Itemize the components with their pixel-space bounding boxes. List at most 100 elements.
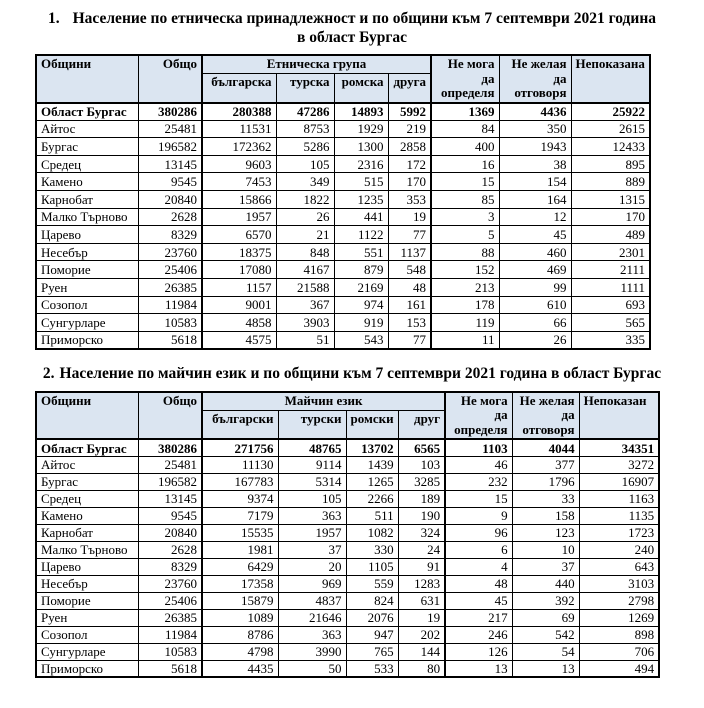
value-cell: 172 <box>387 154 432 174</box>
municipality-cell: Айтос <box>35 119 139 139</box>
municipality-cell: Царево <box>35 225 139 244</box>
header-municipalities: Общини <box>35 391 139 440</box>
value-cell: 2798 <box>578 591 660 610</box>
header-turkish: турски <box>277 409 347 440</box>
table1-title-text: Население по етническа принадлежност и п… <box>72 10 656 27</box>
value-cell: 119 <box>430 313 500 332</box>
value-cell: 48 <box>387 277 432 297</box>
header-mother-tongue: Майчин език <box>200 391 447 411</box>
table-row: Бургас 196582 172362 5286 1300 2858 400 1943 124… <box>35 137 651 156</box>
value-cell: 6570 <box>201 225 277 244</box>
value-cell: 9545 <box>137 172 203 191</box>
municipality-cell: Приморско <box>35 330 139 350</box>
value-cell: 1269 <box>578 608 660 627</box>
value-cell: 123 <box>511 523 580 542</box>
municipality-cell: Приморско <box>35 659 139 678</box>
value-cell: 2628 <box>137 207 203 227</box>
value-cell: 1981 <box>201 540 279 559</box>
value-cell: 551 <box>333 242 389 262</box>
value-cell: 20840 <box>137 523 203 542</box>
value-cell: 440 <box>511 574 580 593</box>
value-cell: 559 <box>345 574 399 593</box>
header-roma: ромски <box>345 409 399 440</box>
municipality-cell: Карнобат <box>35 523 139 542</box>
value-cell: 153 <box>387 313 432 332</box>
value-cell: 4 <box>444 557 513 576</box>
value-cell: 824 <box>345 591 399 610</box>
value-cell: 4167 <box>275 260 335 279</box>
mother-tongue-table: Общини Общо Майчин език Не мога да опред… <box>35 390 661 679</box>
value-cell: 280388 <box>201 102 277 121</box>
value-cell: 3272 <box>578 455 660 474</box>
value-cell: 350 <box>498 119 572 139</box>
value-cell: 5314 <box>277 472 347 491</box>
municipality-cell: Созопол <box>35 295 139 315</box>
value-cell: 643 <box>578 557 660 576</box>
value-cell: 154 <box>498 172 572 191</box>
municipality-cell: Несебър <box>35 574 139 593</box>
value-cell: 3103 <box>578 574 660 593</box>
table-row: Средец 13145 9603 105 2316 172 16 38 895 <box>35 154 651 174</box>
header-refuse-answer: Не желая да отговоря <box>511 391 580 440</box>
value-cell: 25406 <box>137 591 203 610</box>
value-cell: 16907 <box>578 472 660 491</box>
value-cell: 1283 <box>397 574 447 593</box>
value-cell: 24 <box>397 540 447 559</box>
value-cell: 1300 <box>333 137 389 156</box>
value-cell: 99 <box>498 277 572 297</box>
value-cell: 45 <box>498 225 572 244</box>
value-cell: 2301 <box>570 242 651 262</box>
value-cell: 54 <box>511 642 580 661</box>
municipality-cell: Област Бургас <box>35 438 139 457</box>
value-cell: 84 <box>430 119 500 139</box>
value-cell: 2858 <box>387 137 432 156</box>
value-cell: 1265 <box>345 472 399 491</box>
value-cell: 489 <box>570 225 651 244</box>
header-not-shown: Непоказан <box>578 391 660 440</box>
value-cell: 26 <box>498 330 572 350</box>
value-cell: 21646 <box>277 608 347 627</box>
table-row: Поморие 25406 15879 4837 824 631 45 392 2798 <box>35 591 660 610</box>
table-row: Руен 26385 1089 21646 2076 19 217 69 1269 <box>35 608 660 627</box>
mother-tongue-table-header: Общини Общо Майчин език Не мога да опред… <box>35 391 660 440</box>
value-cell: 50 <box>277 659 347 678</box>
header-refuse-answer: Не желая да отговоря <box>498 54 572 103</box>
value-cell: 349 <box>275 172 335 191</box>
value-cell: 17080 <box>201 260 277 279</box>
municipality-cell: Царево <box>35 557 139 576</box>
value-cell: 9603 <box>201 154 277 174</box>
value-cell: 15879 <box>201 591 279 610</box>
value-cell: 377 <box>511 455 580 474</box>
value-cell: 3990 <box>277 642 347 661</box>
municipality-cell: Айтос <box>35 455 139 474</box>
value-cell: 11984 <box>137 625 203 644</box>
value-cell: 1082 <box>345 523 399 542</box>
table-row: Айтос 25481 11130 9114 1439 103 46 377 3272 <box>35 455 660 474</box>
header-row-sub: българска турска ромска друга <box>36 72 650 104</box>
header-other: друга <box>387 72 432 104</box>
value-cell: 47286 <box>275 102 335 121</box>
value-cell: 170 <box>570 207 651 227</box>
value-cell: 1822 <box>275 189 335 209</box>
value-cell: 11531 <box>201 119 277 139</box>
value-cell: 19 <box>397 608 447 627</box>
table-row: Несебър 23760 17358 969 559 1283 48 440 3103 <box>35 574 660 593</box>
value-cell: 542 <box>511 625 580 644</box>
value-cell: 367 <box>275 295 335 315</box>
value-cell: 217 <box>444 608 513 627</box>
value-cell: 126 <box>444 642 513 661</box>
value-cell: 392 <box>511 591 580 610</box>
value-cell: 167783 <box>201 472 279 491</box>
value-cell: 543 <box>333 330 389 350</box>
value-cell: 51 <box>275 330 335 350</box>
value-cell: 103 <box>397 455 447 474</box>
value-cell: 1439 <box>345 455 399 474</box>
value-cell: 1723 <box>578 523 660 542</box>
value-cell: 9114 <box>277 455 347 474</box>
value-cell: 706 <box>578 642 660 661</box>
ethnicity-table-body: Област Бургас 380286 280388 47286 14893 5992 1… <box>35 102 651 350</box>
table-row: Област Бургас 380286 271756 48765 13702 6565 1… <box>35 438 660 457</box>
header-row-sub: български турски ромски друг <box>36 409 659 440</box>
municipality-cell: Камено <box>35 506 139 525</box>
header-total: Общо <box>137 54 203 103</box>
